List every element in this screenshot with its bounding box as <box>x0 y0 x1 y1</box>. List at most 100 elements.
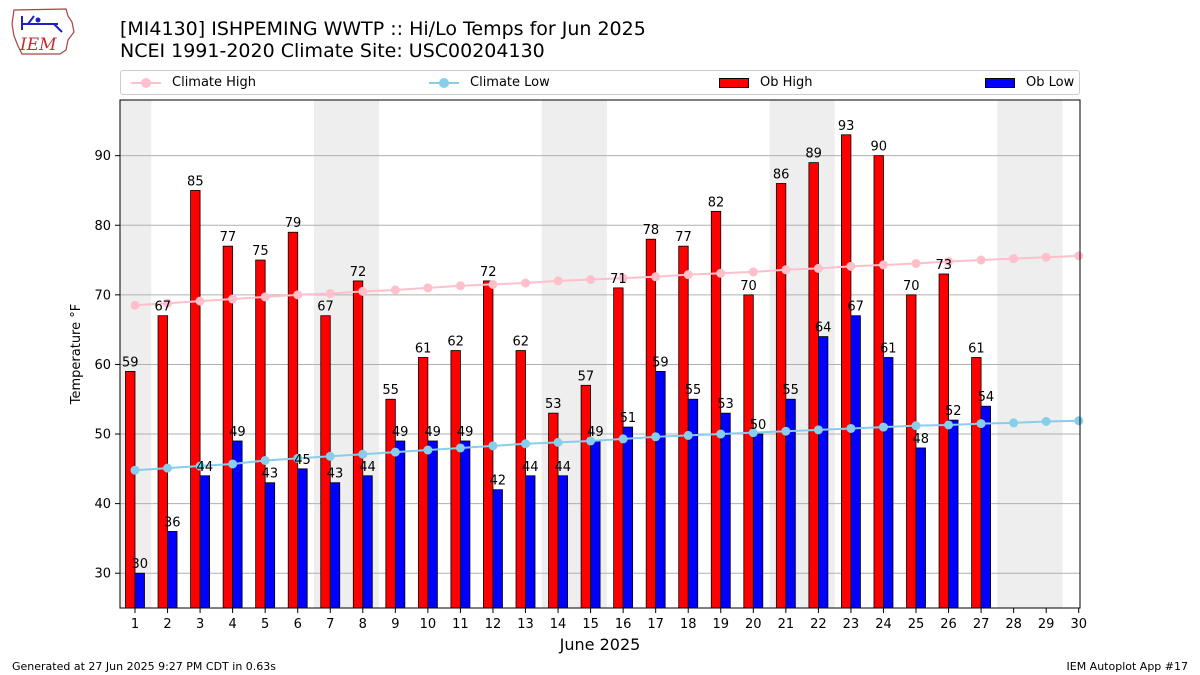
ob-high-bar-day-10 <box>417 357 429 609</box>
legend-swatch-climate-high <box>129 76 163 90</box>
x-tick-label: 13 <box>517 617 534 632</box>
ob-low-label: 44 <box>555 460 572 475</box>
ob-low-label: 44 <box>522 460 539 475</box>
climate-high-point <box>618 273 628 283</box>
x-tick-label: 18 <box>680 617 697 632</box>
ob-low-label: 49 <box>392 425 409 440</box>
ob-low-bar-day-20 <box>752 433 764 609</box>
ob-low-bar-day-14 <box>557 475 568 609</box>
ob-high-label: 67 <box>317 300 334 315</box>
climate-high-point <box>130 300 140 310</box>
climate-low-point <box>390 447 400 457</box>
ob-high-bar-day-23 <box>841 134 852 609</box>
ob-low-bar-day-6 <box>297 468 308 609</box>
ob-low-label: 67 <box>847 300 864 315</box>
plot-frame <box>119 99 1081 609</box>
ob-low-label: 61 <box>880 341 897 356</box>
ob-low-label: 54 <box>978 390 995 405</box>
x-tick-label: 24 <box>875 617 892 632</box>
ob-low-label: 44 <box>197 460 214 475</box>
climate-low-point <box>488 441 498 451</box>
ob-high-label: 78 <box>643 223 660 238</box>
climate-high-point <box>813 263 823 273</box>
climate-high-point <box>163 298 173 308</box>
ob-low-label: 55 <box>685 383 702 398</box>
climate-low-point <box>228 459 238 469</box>
climate-low-line <box>134 419 1079 472</box>
x-tick-label: 28 <box>1005 617 1022 632</box>
ob-low-bar-day-5 <box>264 482 276 609</box>
climate-high-point <box>651 272 661 282</box>
climate-low-point <box>260 455 270 465</box>
ob-low-bar-day-9 <box>394 440 406 609</box>
climate-high-point <box>781 265 791 275</box>
climate-high-point <box>423 283 433 293</box>
ob-low-label: 51 <box>620 411 637 426</box>
ob-low-bar-day-16 <box>622 426 634 609</box>
ob-low-bar-day-12 <box>492 489 503 609</box>
chart-subtitle: NCEI 1991-2020 Climate Site: USC00204130 <box>120 40 545 62</box>
ob-low-bar-day-17 <box>655 370 666 609</box>
ob-high-bar-day-8 <box>352 280 364 609</box>
climate-low-point <box>423 445 433 455</box>
ob-low-bar-day-7 <box>329 482 341 609</box>
y-tick-label: 70 <box>94 288 111 303</box>
climate-low-point <box>911 421 921 431</box>
climate-low-point <box>618 434 628 444</box>
climate-high-point <box>748 267 758 277</box>
climate-high-point <box>683 270 693 280</box>
x-tick-label: 14 <box>550 617 567 632</box>
ob-low-label: 55 <box>782 383 799 398</box>
climate-low-point <box>195 461 205 471</box>
footer-generated: Generated at 27 Jun 2025 9:27 PM CDT in … <box>12 660 277 673</box>
x-tick-label: 29 <box>1038 617 1055 632</box>
legend-item-ob-low: Ob Low <box>983 71 1074 94</box>
x-tick-label: 20 <box>745 617 762 632</box>
ob-high-label: 79 <box>285 216 302 231</box>
ob-high-label: 75 <box>252 244 269 259</box>
climate-low-point <box>1009 418 1019 428</box>
x-tick-label: 12 <box>485 617 502 632</box>
x-tick-label: 17 <box>647 617 664 632</box>
ob-high-bar-day-3 <box>190 190 201 609</box>
ob-high-label: 86 <box>773 168 790 183</box>
climate-low-point <box>944 420 954 430</box>
ob-low-label: 43 <box>262 467 279 482</box>
ob-high-bar-day-18 <box>678 245 689 609</box>
legend-item-climate-low: Climate Low <box>427 71 550 94</box>
climate-high-point <box>911 259 921 269</box>
ob-high-bar-day-16 <box>613 287 624 609</box>
ob-high-label: 77 <box>675 230 692 245</box>
ob-low-bar-day-23 <box>850 315 861 609</box>
climate-low-point <box>651 432 661 442</box>
climate-high-point <box>521 278 531 288</box>
x-tick-label: 3 <box>196 617 204 632</box>
ob-high-label: 55 <box>382 383 399 398</box>
y-tick-label: 60 <box>94 358 111 373</box>
ob-high-label: 53 <box>545 397 562 412</box>
climate-high-point <box>846 261 856 271</box>
climate-high-point <box>293 290 303 300</box>
climate-low-point <box>781 426 791 436</box>
climate-low-point <box>521 439 531 449</box>
ob-high-label: 59 <box>122 355 139 370</box>
x-tick-label: 10 <box>420 617 437 632</box>
ob-low-label: 50 <box>750 418 767 433</box>
ob-low-label: 43 <box>327 467 344 482</box>
shade-day-28 <box>997 100 1030 608</box>
data-labels: 59 67 85 77 75 79 67 72 55 61 62 72 62 53 57 71 78 77 82 70… <box>122 119 994 572</box>
logo-text: IEM <box>19 35 57 55</box>
climate-high-point <box>1009 254 1019 264</box>
climate-high-point <box>586 275 596 285</box>
legend-item-climate-high: Climate High <box>129 71 256 94</box>
ob-high-label: 57 <box>578 369 595 384</box>
ob-low-label: 52 <box>945 404 962 419</box>
climate-lines <box>130 251 1084 475</box>
x-tick-label: 15 <box>582 617 599 632</box>
ob-low-label: 53 <box>717 397 734 412</box>
ob-low-bar-day-8 <box>362 475 373 609</box>
ob-high-bar-day-20 <box>743 294 754 609</box>
ob-low-bar-day-18 <box>687 398 699 609</box>
